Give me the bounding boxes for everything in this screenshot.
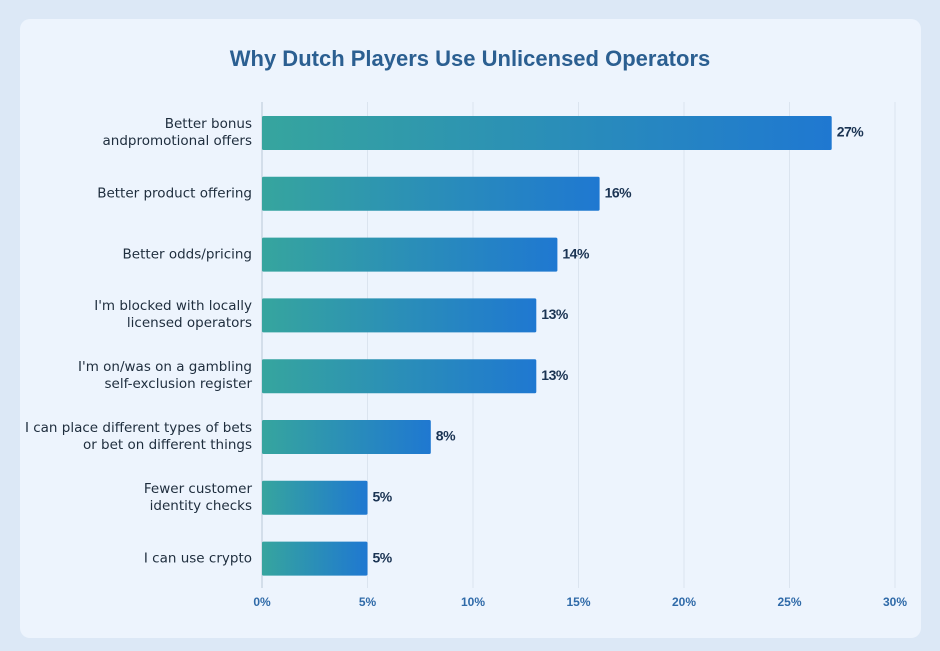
bar: [262, 541, 368, 576]
category-label: I can use crypto: [143, 550, 252, 567]
value-label: 14%: [562, 245, 590, 261]
bar: [262, 298, 537, 333]
value-label: 5%: [373, 489, 393, 505]
bar: [262, 237, 558, 272]
bar: [262, 420, 431, 454]
bar: [262, 116, 832, 150]
x-tick-label: 5%: [359, 595, 377, 609]
value-label: 13%: [541, 306, 569, 322]
category-label: I'm blocked with locally licensed operat…: [94, 298, 252, 332]
x-tick-label: 15%: [566, 595, 590, 609]
value-label: 13%: [541, 367, 569, 383]
x-tick-label: 0%: [253, 595, 271, 609]
category-label: Fewer customer identity checks: [143, 480, 252, 514]
category-label: Better bonus andpromotional offers: [102, 116, 252, 149]
value-label: 16%: [605, 185, 633, 201]
category-label: I can place different types of bets or b…: [24, 420, 252, 453]
bar: [262, 176, 600, 211]
category-label: Better product offering: [97, 185, 252, 202]
x-tick-label: 30%: [883, 595, 907, 609]
value-label: 5%: [373, 549, 393, 565]
bar: [262, 359, 537, 394]
category-label: Better odds/pricing: [122, 246, 252, 263]
category-label: I'm on/was on a gambling self-exclusion …: [78, 359, 252, 393]
value-label: 27%: [837, 124, 865, 140]
x-tick-label: 25%: [777, 595, 801, 609]
bar: [262, 480, 368, 515]
x-tick-label: 20%: [672, 595, 696, 609]
chart-title: Why Dutch Players Use Unlicensed Operato…: [230, 46, 711, 71]
value-label: 8%: [436, 428, 456, 444]
x-tick-label: 10%: [461, 595, 485, 609]
